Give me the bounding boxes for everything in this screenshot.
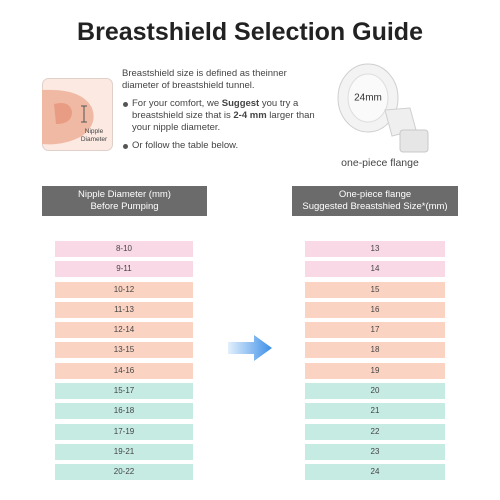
diameter-cell: 19-21	[55, 443, 193, 460]
table-header: Nipple Diameter (mm) Before Pumping	[42, 186, 207, 216]
size-cell: 14	[305, 261, 445, 278]
size-cell: 18	[305, 342, 445, 359]
size-cell: 17	[305, 322, 445, 339]
size-cell: 23	[305, 443, 445, 460]
size-cell: 19	[305, 362, 445, 379]
flange-image: 24mm	[337, 63, 429, 153]
size-cell: 24	[305, 464, 445, 481]
flange-caption: one-piece flange	[341, 157, 419, 169]
diameter-cell: 15-17	[55, 383, 193, 400]
header-line: Nipple Diameter (mm)	[78, 189, 171, 200]
header-line: One-piece flange	[338, 189, 412, 200]
diameter-cell: 10-12	[55, 281, 193, 298]
diameter-cell: 9-11	[55, 261, 193, 278]
diameter-cell: 14-16	[55, 362, 193, 379]
size-cell: 20	[305, 383, 445, 400]
diameter-cell: 12-14	[55, 322, 193, 339]
text: larger than your nipple diameter.	[132, 110, 315, 133]
diameter-cell: 17-19	[55, 423, 193, 440]
nipple-column: 8-10 9-11 10-12 11-13 12-14 13-15 14-16 15-17 16…	[55, 241, 193, 485]
text: For your comfort, we	[132, 98, 222, 109]
size-column: 13 14 15 16 17 18 19 20 21 22 23 24	[305, 241, 445, 485]
diameter-cell: 13-15	[55, 342, 193, 359]
emphasis: Suggest	[221, 98, 260, 109]
title: Breastshield Selection Guide	[77, 18, 423, 46]
emphasis: 2-4 mm	[233, 110, 267, 121]
size-cell: 16	[305, 301, 445, 318]
diameter-cell: 20-22	[55, 464, 193, 481]
arrow	[228, 335, 272, 361]
size-cell: 13	[305, 241, 445, 257]
diameter-cell: 11-13	[55, 301, 193, 318]
table-note: Or follow the table below.	[122, 140, 322, 152]
header-line: Before Pumping	[90, 201, 159, 212]
suggestion: For your comfort, we Suggest you try a b…	[122, 98, 322, 134]
nipple-illustration: Nipple Diameter	[42, 78, 113, 151]
size-cell: 15	[305, 281, 445, 298]
nipple-label-2: Diameter	[81, 136, 108, 143]
table-header: One-piece flange Suggested Breastshied S…	[292, 186, 458, 216]
nipple-label-1: Nipple	[85, 128, 104, 135]
header-line: Suggested Breastshied Size*(mm)	[302, 201, 448, 212]
definition: Breastshield size is defined as theinner…	[122, 68, 287, 91]
diameter-cell: 8-10	[55, 241, 193, 257]
text: you try a breastshield size that is	[132, 98, 299, 121]
diameter-cell: 16-18	[55, 403, 193, 420]
description: Breastshield size is defined as theinner…	[122, 68, 322, 158]
size-cell: 22	[305, 423, 445, 440]
flange-size: 24mm	[354, 93, 382, 104]
size-cell: 21	[305, 403, 445, 420]
